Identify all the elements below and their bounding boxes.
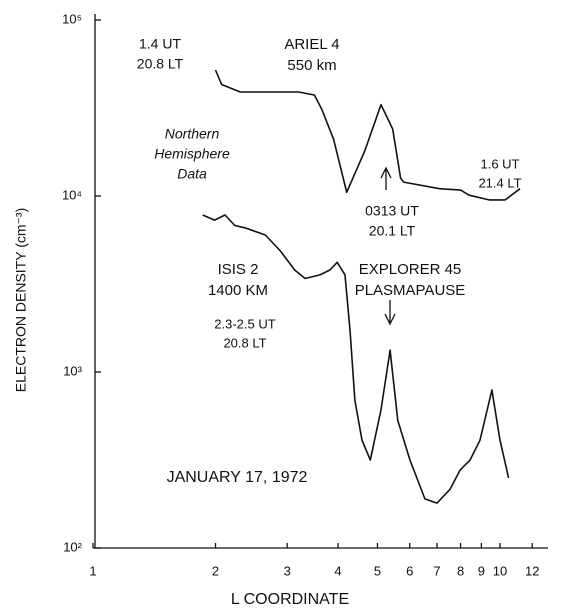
arrow-up — [380, 166, 392, 190]
x-tick-label: 6 — [406, 563, 413, 578]
annotation: 1.6 UT — [480, 156, 519, 171]
y-tick-label: 10⁴ — [62, 187, 82, 202]
y-axis-label: ELECTRON DENSITY (cm⁻³) — [13, 208, 29, 392]
annotation: Data — [177, 166, 207, 182]
x-tick-label: 3 — [284, 563, 291, 578]
annotation: 20.8 LT — [223, 335, 266, 350]
x-tick-label: 7 — [433, 563, 440, 578]
annotation: 20.1 LT — [369, 223, 416, 239]
annotation: JANUARY 17, 1972 — [167, 469, 308, 486]
annotation: 1400 KM — [208, 282, 268, 299]
annotation: 550 km — [287, 57, 336, 74]
x-tick-label: 9 — [478, 563, 485, 578]
x-tick-label: 8 — [457, 563, 464, 578]
annotation: 1.4 UT — [139, 36, 181, 52]
data-line — [202, 214, 510, 504]
annotation: 2.3-2.5 UT — [214, 316, 275, 331]
arrow-down — [384, 300, 396, 326]
annotation: 0313 UT — [365, 203, 419, 219]
x-tick-label: 2 — [212, 563, 219, 578]
annotation: 21.4 LT — [478, 175, 521, 190]
annotation: PLASMAPAUSE — [355, 282, 466, 299]
data-line — [214, 69, 521, 201]
annotation: Hemisphere — [154, 146, 230, 162]
x-tick-label: 1 — [89, 563, 96, 578]
y-tick-label: 10² — [63, 539, 82, 554]
annotation: ARIEL 4 — [284, 36, 339, 53]
x-tick-label: 10 — [493, 563, 507, 578]
annotation: 20.8 LT — [137, 56, 184, 72]
x-tick-label: 12 — [525, 563, 539, 578]
annotation: Northern — [165, 126, 220, 142]
y-tick-label: 10⁵ — [62, 11, 82, 26]
annotation: EXPLORER 45 — [359, 261, 462, 278]
x-tick-label: 5 — [374, 563, 381, 578]
y-tick-label: 10³ — [63, 363, 82, 378]
x-axis-label: L COORDINATE — [231, 591, 349, 608]
annotation: ISIS 2 — [218, 261, 259, 278]
x-tick-label: 4 — [334, 563, 341, 578]
